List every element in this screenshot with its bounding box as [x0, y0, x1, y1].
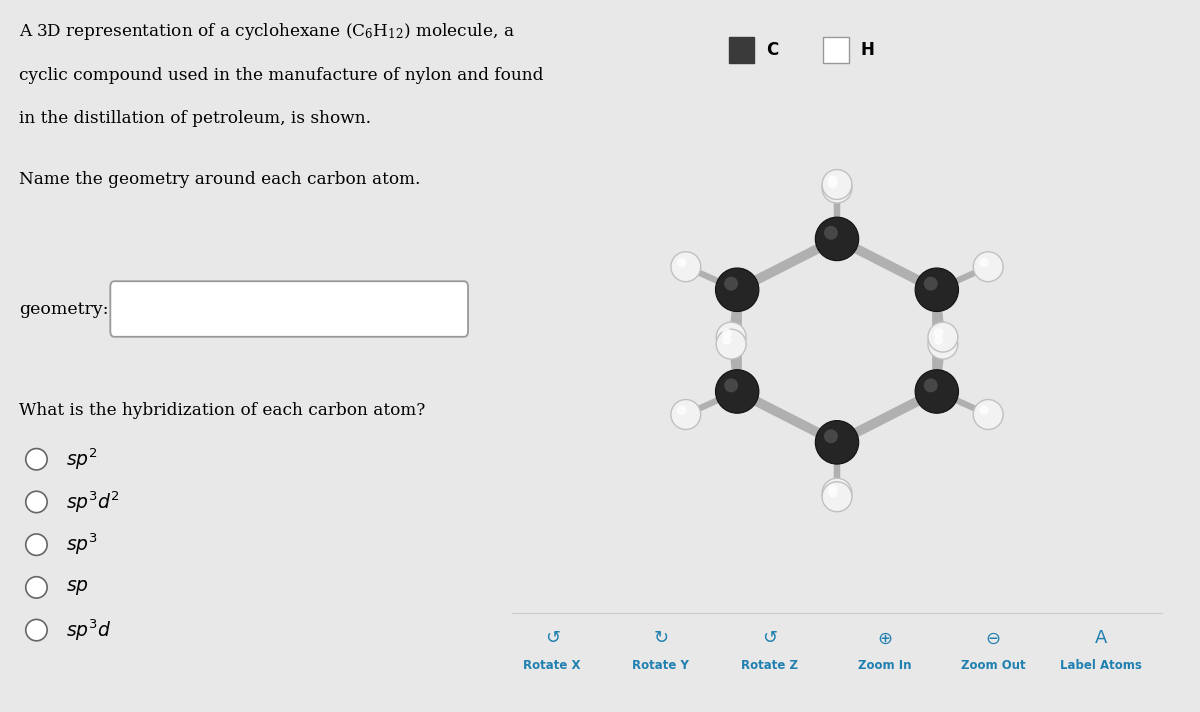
- Circle shape: [824, 226, 838, 240]
- Text: $sp$: $sp$: [66, 578, 89, 597]
- Ellipse shape: [25, 534, 47, 555]
- Circle shape: [828, 176, 838, 185]
- Circle shape: [822, 169, 852, 199]
- Text: A 3D representation of a cyclohexane ($\mathregular{C_6H_{12}}$) molecule, a: A 3D representation of a cyclohexane ($\…: [19, 21, 515, 42]
- Text: ↺: ↺: [545, 629, 560, 647]
- Circle shape: [716, 329, 746, 359]
- Ellipse shape: [25, 619, 47, 641]
- Text: $sp^3d$: $sp^3d$: [66, 617, 112, 643]
- Text: Rotate X: Rotate X: [523, 659, 581, 672]
- Circle shape: [973, 252, 1003, 282]
- Text: Zoom In: Zoom In: [858, 659, 911, 672]
- Circle shape: [815, 421, 859, 464]
- Bar: [728, 37, 755, 63]
- Ellipse shape: [25, 491, 47, 513]
- Circle shape: [671, 252, 701, 282]
- Circle shape: [828, 179, 838, 189]
- Circle shape: [822, 173, 852, 203]
- Ellipse shape: [25, 577, 47, 598]
- Circle shape: [677, 258, 686, 267]
- Text: cyclic compound used in the manufacture of nylon and found: cyclic compound used in the manufacture …: [19, 67, 544, 84]
- Text: ↻: ↻: [653, 629, 668, 647]
- Text: Rotate Y: Rotate Y: [632, 659, 689, 672]
- Text: What is the hybridization of each carbon atom?: What is the hybridization of each carbon…: [19, 402, 426, 419]
- Ellipse shape: [25, 449, 47, 470]
- Circle shape: [979, 406, 989, 415]
- Text: Label Atoms: Label Atoms: [1061, 659, 1142, 672]
- FancyBboxPatch shape: [110, 281, 468, 337]
- Circle shape: [715, 370, 758, 413]
- Text: in the distillation of petroleum, is shown.: in the distillation of petroleum, is sho…: [19, 110, 372, 127]
- Circle shape: [979, 258, 989, 267]
- Circle shape: [822, 482, 852, 512]
- Text: ↺: ↺: [762, 629, 776, 647]
- Circle shape: [722, 335, 732, 345]
- Circle shape: [677, 406, 686, 415]
- Circle shape: [828, 488, 838, 498]
- Text: C: C: [766, 41, 778, 59]
- Text: ⊕: ⊕: [877, 629, 892, 647]
- Circle shape: [934, 328, 943, 337]
- Circle shape: [928, 329, 958, 359]
- Circle shape: [924, 277, 937, 290]
- Circle shape: [973, 399, 1003, 429]
- Circle shape: [671, 399, 701, 429]
- Text: $sp^3d^2$: $sp^3d^2$: [66, 489, 120, 515]
- Circle shape: [822, 478, 852, 508]
- Text: Rotate Z: Rotate Z: [740, 659, 798, 672]
- Circle shape: [916, 370, 959, 413]
- Circle shape: [715, 268, 758, 312]
- Circle shape: [724, 378, 738, 392]
- Circle shape: [722, 328, 732, 337]
- Text: A: A: [1096, 629, 1108, 647]
- Circle shape: [716, 322, 746, 352]
- Text: $sp^2$: $sp^2$: [66, 446, 97, 472]
- Circle shape: [924, 378, 937, 392]
- Circle shape: [815, 217, 859, 261]
- Text: Zoom Out: Zoom Out: [961, 659, 1025, 672]
- Bar: [823, 37, 850, 63]
- Circle shape: [824, 429, 838, 443]
- Text: Name the geometry around each carbon atom.: Name the geometry around each carbon ato…: [19, 171, 421, 188]
- Circle shape: [828, 484, 838, 494]
- Circle shape: [916, 268, 959, 312]
- Text: geometry:: geometry:: [19, 301, 109, 318]
- Text: H: H: [860, 41, 875, 59]
- Text: $sp^3$: $sp^3$: [66, 532, 97, 557]
- Circle shape: [934, 335, 943, 345]
- Circle shape: [928, 322, 958, 352]
- Text: ⊖: ⊖: [985, 629, 1001, 647]
- Circle shape: [724, 277, 738, 290]
